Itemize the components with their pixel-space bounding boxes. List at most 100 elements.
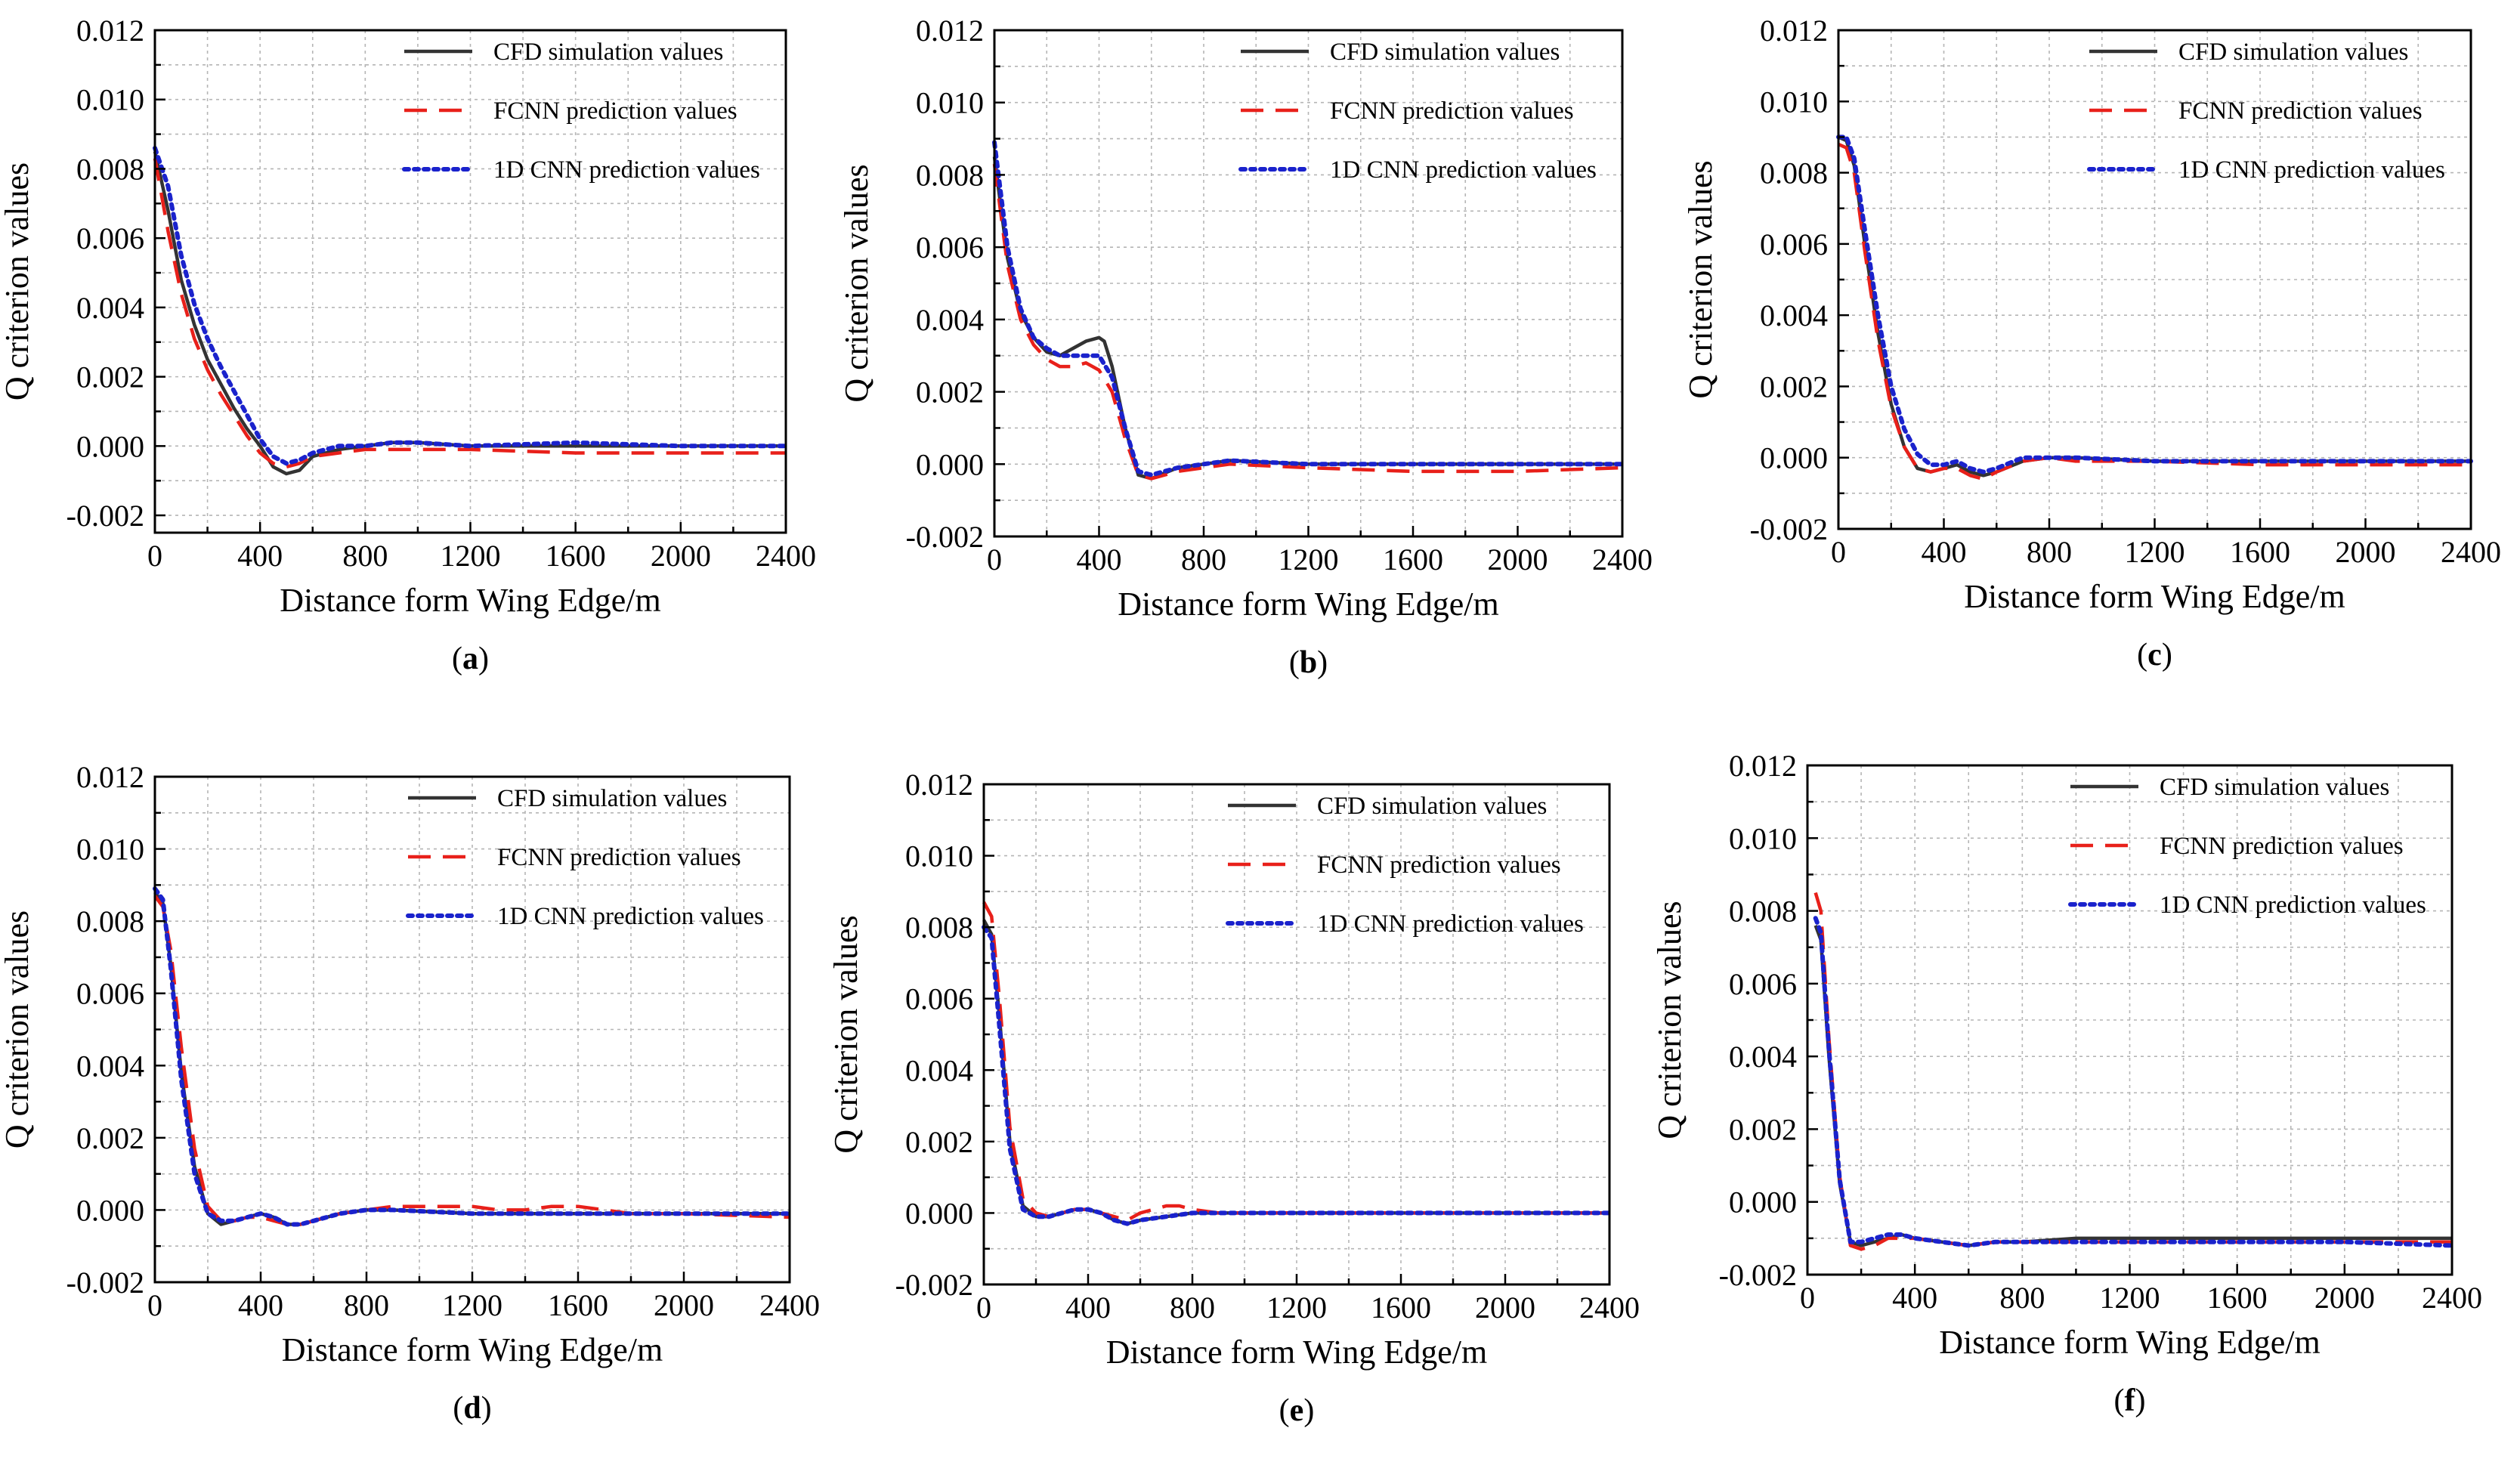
x-tick-label: 800 — [1999, 1281, 2045, 1315]
legend-label: 1D CNN prediction values — [493, 156, 760, 184]
x-tick-label: 1600 — [2207, 1281, 2268, 1315]
legend-label: FCNN prediction values — [2160, 833, 2404, 860]
y-axis-label: Q criterion values — [1682, 160, 1719, 398]
series-line-dashed — [1813, 892, 2452, 1251]
y-tick-label: -0.002 — [906, 520, 984, 554]
x-tick-label: 1600 — [548, 1288, 608, 1322]
y-tick-label: 0.008 — [905, 910, 973, 944]
y-tick-label: 0.012 — [76, 760, 144, 794]
panel-letter: d — [463, 1391, 481, 1426]
y-tick-label: 0.000 — [905, 1196, 973, 1230]
panel-e: 0 400 800 1200 1600 2000 2400 -0.002 0.000 0.002 0… — [827, 768, 1640, 1428]
panel-letter: f — [2125, 1383, 2136, 1418]
legend-label: CFD simulation values — [497, 785, 727, 812]
y-tick-label: 0.006 — [916, 230, 984, 264]
legend-label: 1D CNN prediction values — [1330, 156, 1597, 184]
y-tick-label: 0.002 — [76, 1121, 144, 1155]
y-tick-label: 0.004 — [1760, 298, 1828, 332]
panel-letter: e — [1290, 1393, 1304, 1428]
x-axis-label: Distance form Wing Edge/m — [1964, 578, 2345, 615]
panel-label: (b) — [1289, 645, 1328, 680]
x-tick-label: 2400 — [1592, 542, 1653, 576]
y-tick-label: 0.012 — [1760, 14, 1828, 48]
panel-f: 0 400 800 1200 1600 2000 2400 -0.002 0.000 0.002 0… — [1651, 749, 2482, 1418]
y-tick-label: 0.012 — [76, 14, 144, 48]
y-axis-label: Q criterion values — [838, 164, 875, 402]
x-tick-label: 800 — [1170, 1291, 1215, 1325]
y-tick-label: 0.008 — [916, 158, 984, 192]
panel-a: 0 400 800 1200 1600 2000 2400 -0.002 0.000 0.002 0… — [0, 14, 816, 676]
y-tick-label: 0.000 — [1729, 1185, 1797, 1219]
legend-label: FCNN prediction values — [493, 97, 737, 125]
y-tick-label: 0.008 — [1760, 156, 1828, 190]
x-tick-label: 1600 — [1371, 1291, 1431, 1325]
y-tick-label: 0.010 — [916, 86, 984, 120]
x-tick-label: 1200 — [441, 539, 501, 573]
x-tick-label: 1200 — [1266, 1291, 1327, 1325]
x-tick-label: 800 — [1181, 542, 1226, 576]
y-axis-label: Q criterion values — [1651, 901, 1688, 1139]
panel-label: (a) — [452, 641, 489, 676]
y-tick-label: 0.006 — [76, 977, 144, 1011]
y-tick-label: 0.000 — [76, 1193, 144, 1227]
x-tick-label: 800 — [344, 1288, 389, 1322]
legend-label: 1D CNN prediction values — [2178, 156, 2445, 184]
y-tick-label: 0.010 — [76, 83, 144, 117]
series-line-dotted — [153, 145, 788, 466]
x-tick-label: 1200 — [442, 1288, 502, 1322]
legend-label: CFD simulation values — [493, 39, 723, 66]
panel-letter: c — [2147, 638, 2162, 672]
y-tick-label: -0.002 — [66, 499, 144, 533]
legend-label: 1D CNN prediction values — [497, 903, 764, 930]
y-tick-label: 0.012 — [1729, 749, 1797, 783]
x-tick-label: 2000 — [1488, 542, 1548, 576]
y-tick-label: 0.010 — [1760, 85, 1828, 119]
panel-label: (e) — [1279, 1393, 1315, 1428]
series-line-solid — [1813, 925, 2452, 1247]
series-line-dotted — [1836, 134, 2473, 474]
series-line-dotted — [153, 886, 792, 1227]
x-tick-label: 2000 — [651, 539, 711, 573]
x-tick-label: 2000 — [2336, 535, 2396, 569]
y-tick-label: -0.002 — [66, 1266, 144, 1300]
x-axis-label: Distance form Wing Edge/m — [282, 1331, 663, 1368]
x-tick-label: 0 — [1800, 1281, 1815, 1315]
series-line-dashed — [982, 901, 1609, 1223]
legend-label: CFD simulation values — [2160, 774, 2389, 801]
x-tick-label: 0 — [1831, 535, 1846, 569]
x-tick-label: 1600 — [546, 539, 606, 573]
x-tick-label: 0 — [147, 539, 162, 573]
y-tick-label: 0.002 — [916, 376, 984, 410]
y-tick-label: 0.010 — [1729, 821, 1797, 855]
y-tick-label: 0.010 — [905, 839, 973, 873]
legend-label: FCNN prediction values — [1317, 852, 1561, 879]
x-tick-label: 1200 — [2125, 535, 2185, 569]
x-tick-label: 2400 — [759, 1288, 820, 1322]
x-tick-label: 2000 — [2314, 1281, 2375, 1315]
x-tick-label: 400 — [1077, 542, 1122, 576]
y-tick-label: 0.010 — [76, 833, 144, 867]
x-tick-label: 0 — [147, 1288, 162, 1322]
x-tick-label: 0 — [976, 1291, 991, 1325]
legend-label: CFD simulation values — [1330, 39, 1560, 66]
x-tick-label: 2400 — [1579, 1291, 1640, 1325]
y-tick-label: 0.008 — [1729, 895, 1797, 929]
y-tick-label: 0.012 — [916, 14, 984, 48]
legend-label: FCNN prediction values — [1330, 97, 1574, 125]
x-tick-label: 400 — [1922, 535, 1967, 569]
y-tick-label: 0.004 — [76, 1049, 144, 1083]
x-tick-label: 0 — [987, 542, 1002, 576]
y-tick-label: 0.000 — [1760, 441, 1828, 475]
panel-c: 0 400 800 1200 1600 2000 2400 -0.002 0.000 0.002 0… — [1682, 14, 2501, 672]
y-tick-label: 0.002 — [905, 1125, 973, 1159]
series-line-dashed — [153, 895, 790, 1226]
y-tick-label: 0.002 — [1729, 1112, 1797, 1146]
series-line-dotted — [992, 140, 1625, 478]
panel-label: (c) — [2137, 638, 2172, 672]
series-line-dotted — [982, 925, 1612, 1226]
y-tick-label: 0.006 — [76, 221, 144, 255]
x-tick-label: 2400 — [756, 539, 816, 573]
x-tick-label: 400 — [1065, 1291, 1111, 1325]
y-tick-label: 0.000 — [916, 447, 984, 481]
